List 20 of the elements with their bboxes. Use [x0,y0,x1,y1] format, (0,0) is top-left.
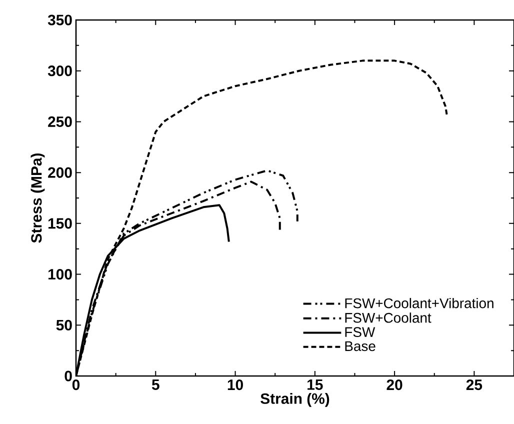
legend-label: FSW [345,327,376,338]
y-tick-label: 100 [48,268,72,280]
y-tick-label: 350 [48,14,72,26]
legend-label: Base [345,341,376,352]
x-tick-label: 10 [228,380,243,390]
legend-label: FSW+Coolant [345,312,432,323]
x-axis-title: Strain (%) [260,392,330,407]
y-tick-label: 50 [56,320,72,330]
x-tick-label: 25 [466,380,482,390]
y-tick-label: 200 [48,167,72,178]
x-tick-label: 20 [386,380,402,390]
legend-label: FSW+Coolant+Vibration [345,298,494,308]
y-tick-label: 250 [48,116,72,127]
y-tick-label: 0 [64,370,72,382]
x-tick-label: 0 [72,380,80,390]
x-tick-label: 5 [152,380,160,390]
y-axis-title: Stress (MPa) [30,154,45,243]
y-tick-label: 300 [48,66,72,76]
y-tick-label: 150 [48,218,72,229]
x-tick-label: 15 [308,380,323,390]
